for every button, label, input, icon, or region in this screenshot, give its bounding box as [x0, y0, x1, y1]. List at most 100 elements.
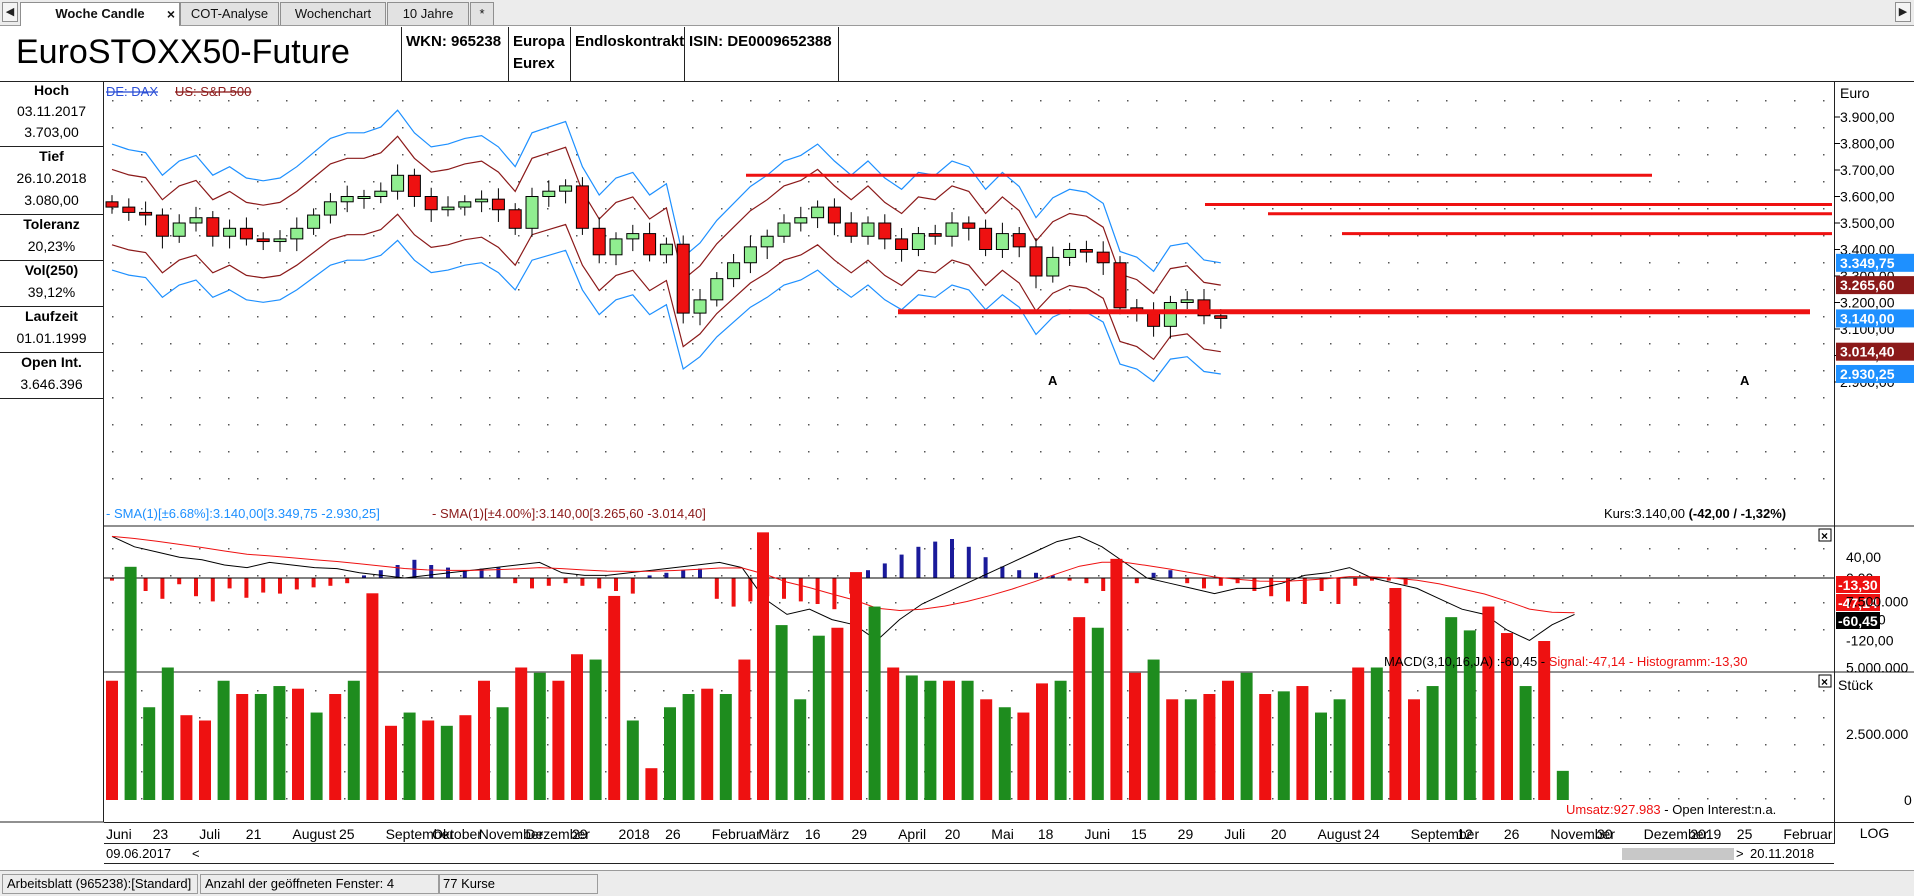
grid-dot [141, 575, 143, 577]
grid-dot [1620, 451, 1622, 453]
grid-dot [1446, 575, 1448, 577]
grid-dot [750, 127, 752, 129]
grid-dot [1794, 771, 1796, 773]
tab-new[interactable]: * [470, 2, 494, 25]
grid-dot [1649, 262, 1651, 264]
grid-dot [721, 548, 723, 550]
grid-dot [315, 424, 317, 426]
close-macd-button[interactable] [1818, 528, 1832, 542]
log-toggle[interactable]: LOG [1834, 822, 1914, 844]
tab-cot-analyse[interactable]: COT-Analyse [180, 2, 279, 25]
grid-dot [866, 343, 868, 345]
grid-dot [1156, 235, 1158, 237]
grid-dot [1591, 370, 1593, 372]
grid-dot [344, 100, 346, 102]
grid-dot [518, 451, 520, 453]
grid-dot [489, 343, 491, 345]
grid-dot [1040, 451, 1042, 453]
grid-dot [1040, 208, 1042, 210]
range-right-button[interactable]: > [1736, 846, 1744, 861]
time-axis: Juni 23 Juli 21 August 25 SeptemberOktoberNove… [106, 826, 1833, 842]
grid-dot [1475, 478, 1477, 480]
grid-dot [1127, 602, 1129, 604]
grid-dot [1446, 370, 1448, 372]
time-axis-frame [104, 822, 1834, 844]
grid-dot [1649, 629, 1651, 631]
grid-dot [170, 208, 172, 210]
grid-dot [373, 208, 375, 210]
grid-dot [924, 370, 926, 372]
volume-bar [868, 606, 881, 800]
tab-10-jahre[interactable]: 10 Jahre [387, 2, 469, 25]
volume-bar [236, 694, 249, 800]
grid-dot [605, 289, 607, 291]
grid-dot [1794, 602, 1796, 604]
grid-dot [1678, 235, 1680, 237]
price-badge-label: 3.265,60 [1840, 277, 1895, 293]
grid-dot [199, 181, 201, 183]
grid-dot [1794, 100, 1796, 102]
grid-dot [1649, 397, 1651, 399]
grid-dot [692, 154, 694, 156]
grid-dot [373, 575, 375, 577]
grid-dot [1649, 717, 1651, 719]
tab-woche-candle[interactable]: Woche Candle × [20, 2, 180, 26]
macd-bar [950, 539, 954, 578]
grid-dot [1272, 478, 1274, 480]
grid-dot [1475, 451, 1477, 453]
grid-dot [721, 451, 723, 453]
grid-dot [286, 208, 288, 210]
volume-bar [106, 680, 118, 800]
grid-dot [460, 478, 462, 480]
range-scrollbar-thumb[interactable] [1622, 848, 1734, 860]
range-left-button[interactable]: < [192, 846, 200, 861]
grid-dot [779, 478, 781, 480]
grid-dot [895, 208, 897, 210]
grid-dot [518, 602, 520, 604]
region-label: Europa [513, 33, 565, 50]
grid-dot [489, 451, 491, 453]
open-interest: - Open Interest:n.a. [1661, 802, 1777, 817]
grid-dot [228, 154, 230, 156]
grid-dot [402, 478, 404, 480]
volume-bar [1426, 686, 1439, 800]
grid-dot [199, 451, 201, 453]
scroll-right-button[interactable]: ▶ [1895, 2, 1911, 22]
grid-dot [518, 289, 520, 291]
grid-dot [1620, 289, 1622, 291]
grid-dot [1533, 100, 1535, 102]
grid-dot [315, 208, 317, 210]
grid-dot [1388, 629, 1390, 631]
time-axis-label: Oktober [432, 826, 482, 842]
time-axis-label: 23 [153, 826, 169, 842]
close-volume-button[interactable] [1818, 674, 1832, 688]
grid-dot [750, 100, 752, 102]
grid-dot [141, 154, 143, 156]
grid-dot [866, 181, 868, 183]
grid-dot [518, 127, 520, 129]
volume-tick-label: 0 [1904, 792, 1912, 808]
volume-bar [905, 675, 918, 800]
grid-dot [1475, 424, 1477, 426]
time-axis-label: Mai [991, 826, 1014, 842]
scroll-left-button[interactable]: ◀ [2, 2, 18, 22]
compare-dax-link[interactable]: DE: DAX [106, 84, 158, 99]
close-icon[interactable]: × [166, 6, 175, 22]
time-axis-label: September [386, 826, 455, 842]
grid-dot [1069, 575, 1071, 577]
grid-dot [1156, 343, 1158, 345]
grid-dot [1794, 629, 1796, 631]
grid-dot [402, 424, 404, 426]
compare-sp500-link[interactable]: US: S&P 500 [175, 84, 251, 99]
grid-dot [1040, 424, 1042, 426]
grid-dot [1562, 451, 1564, 453]
tab-wochenchart[interactable]: Wochenchart [280, 2, 386, 25]
grid-dot [895, 127, 897, 129]
time-axis-label: September [1411, 826, 1480, 842]
grid-dot [866, 100, 868, 102]
grid-dot [1475, 602, 1477, 604]
grid-dot [895, 370, 897, 372]
grid-dot [199, 575, 201, 577]
grid-dot [1185, 100, 1187, 102]
